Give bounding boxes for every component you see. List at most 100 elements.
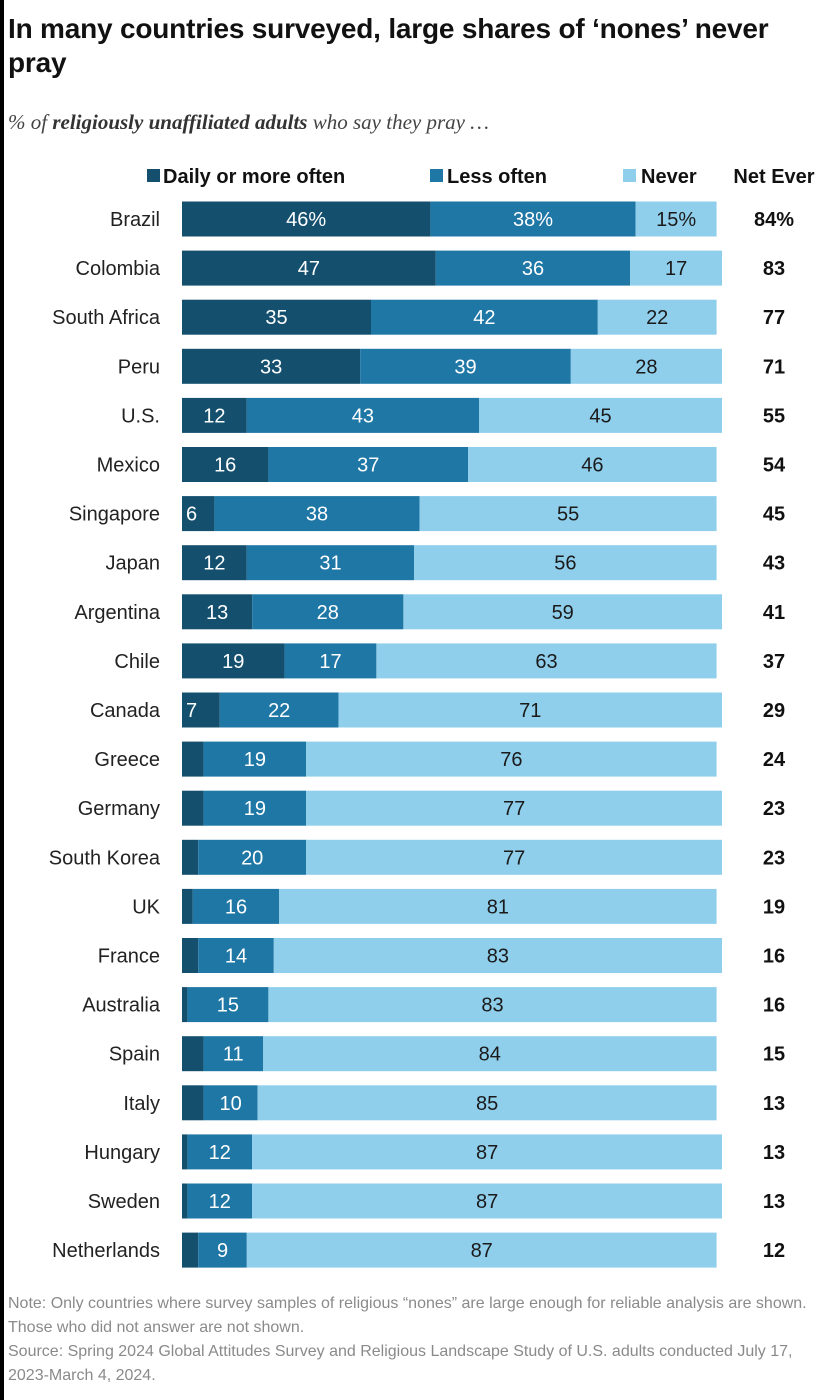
- bar-segment: [182, 839, 199, 875]
- bar-segment: [182, 594, 253, 630]
- data-label: 28: [317, 602, 339, 624]
- data-label: 59: [552, 602, 574, 624]
- net-ever-value: 77: [763, 307, 785, 329]
- bar-segment: [192, 888, 280, 924]
- data-label: 9: [217, 1240, 228, 1262]
- bar-segment: [182, 987, 188, 1023]
- bar-segment: [198, 1232, 247, 1268]
- data-label: 76: [500, 749, 522, 771]
- data-label: 11: [223, 1044, 244, 1066]
- bar-segment: [203, 1085, 258, 1121]
- data-label: 19: [244, 798, 266, 820]
- bar-segment: [435, 250, 631, 286]
- data-label: 13: [206, 602, 228, 624]
- bar-segment: [376, 643, 717, 679]
- data-label: 19: [244, 749, 266, 771]
- bar-segment: [182, 643, 285, 679]
- chart-title: In many countries surveyed, large shares…: [8, 13, 769, 78]
- category-label: Sweden: [88, 1191, 160, 1213]
- bar-segment: [252, 1183, 722, 1219]
- net-ever-value: 43: [763, 553, 785, 575]
- stacked-bar-chart: Daily or more often Less often Never Net Ev…: [49, 166, 815, 1268]
- bar-segment: [268, 987, 717, 1023]
- bar-segment: [182, 1036, 204, 1072]
- bar-segment: [182, 447, 269, 482]
- category-label: France: [98, 946, 160, 968]
- data-label: 56: [554, 553, 576, 575]
- bar-segment: [203, 1036, 263, 1072]
- data-label: 87: [471, 1240, 493, 1262]
- net-ever-value: 29: [763, 700, 785, 722]
- category-label: Japan: [106, 553, 161, 575]
- bar-segment: [360, 348, 571, 384]
- net-ever-value: 13: [763, 1191, 785, 1213]
- bar-segment: [203, 741, 307, 777]
- data-label: 36: [522, 258, 544, 280]
- category-label: Spain: [109, 1044, 160, 1066]
- category-label: U.S.: [121, 405, 160, 427]
- data-label: 17: [665, 258, 687, 280]
- net-ever-header: Net Ever: [733, 166, 814, 188]
- data-label: 33: [260, 356, 282, 378]
- data-label: 12: [203, 405, 225, 427]
- bar-segment: [635, 201, 717, 237]
- data-label: 87: [476, 1191, 498, 1213]
- bar-segment: [306, 790, 722, 826]
- bar-segment: [284, 643, 377, 679]
- bar-segment: [182, 1134, 188, 1170]
- bar-segment: [468, 447, 717, 482]
- data-label: 83: [487, 946, 509, 968]
- bar-segment: [306, 839, 722, 875]
- chart-subtitle: % of religiously unaffiliated adults who…: [8, 110, 489, 135]
- data-label: 45: [589, 405, 611, 427]
- data-label: 63: [535, 651, 557, 673]
- data-label: 77: [503, 798, 525, 820]
- bar-segment: [430, 201, 636, 237]
- category-label: South Africa: [52, 307, 161, 329]
- data-label: 43: [352, 405, 374, 427]
- legend-label: Daily or more often: [163, 166, 345, 188]
- bar-segment: [203, 790, 307, 826]
- data-label: 46%: [286, 209, 326, 231]
- net-ever-value: 71: [763, 356, 785, 378]
- bar-segment: [198, 938, 274, 973]
- data-label: 16: [225, 896, 247, 918]
- category-label: Argentina: [74, 602, 160, 624]
- data-label: 22: [268, 700, 290, 722]
- data-label: 7: [186, 700, 197, 722]
- bar-segment: [182, 496, 215, 532]
- data-label: 14: [225, 946, 247, 968]
- data-label: 87: [476, 1142, 498, 1164]
- net-ever-value: 23: [763, 798, 785, 820]
- bar-segment: [182, 397, 247, 433]
- net-ever-value: 12: [763, 1240, 785, 1262]
- net-ever-value: 13: [763, 1142, 785, 1164]
- left-edge-rule: [0, 0, 4, 1400]
- data-label: 37: [357, 455, 379, 477]
- bar-segment: [419, 496, 717, 532]
- data-label: 12: [203, 553, 225, 575]
- bar-segment: [246, 545, 415, 581]
- net-ever-value: 54: [763, 455, 786, 477]
- category-label: Australia: [82, 995, 161, 1017]
- bar-segment: [273, 938, 722, 973]
- data-label: 77: [503, 847, 525, 869]
- net-ever-value: 83: [763, 258, 785, 280]
- bar-segment: [182, 299, 371, 335]
- data-label: 84: [479, 1044, 501, 1066]
- data-label: 12: [209, 1142, 231, 1164]
- footnote: Note: Only countries where survey sample…: [8, 1292, 834, 1388]
- category-label: Hungary: [84, 1142, 160, 1164]
- data-label: 12: [209, 1191, 231, 1213]
- net-ever-value: 23: [763, 847, 785, 869]
- bar-segment: [182, 348, 361, 384]
- net-ever-value: 16: [763, 995, 785, 1017]
- data-label: 19: [222, 651, 244, 673]
- legend-swatch: [430, 169, 443, 182]
- data-label: 55: [557, 504, 579, 526]
- bar-segment: [263, 1036, 717, 1072]
- bar-segment: [182, 741, 204, 777]
- net-ever-value: 16: [763, 946, 785, 968]
- bar-segment: [182, 250, 436, 286]
- bar-segment: [187, 987, 269, 1023]
